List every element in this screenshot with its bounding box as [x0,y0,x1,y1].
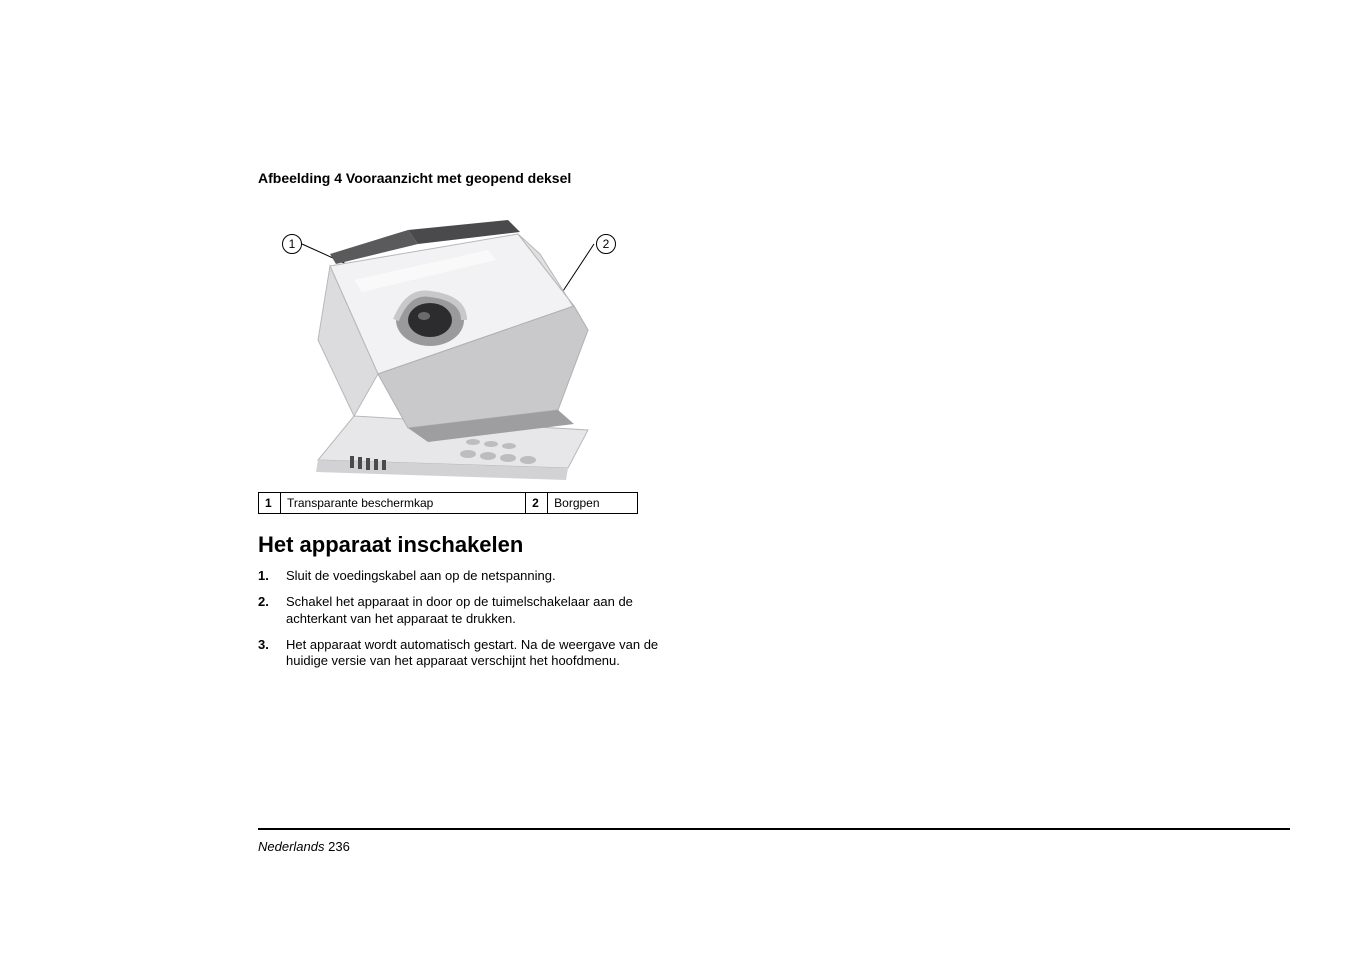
legend-num-2: 2 [526,493,548,514]
figure-caption: Afbeelding 4 Vooraanzicht met geopend de… [258,170,1290,186]
figure-wrap: 1 2 1 Transparante beschermkap 2 Borgpen [258,210,638,514]
list-item: Sluit de voedingskabel aan op de netspan… [258,568,678,584]
legend-label-2: Borgpen [548,493,638,514]
callout-1: 1 [282,234,302,254]
list-item: Het apparaat wordt automatisch gestart. … [258,637,678,670]
figure-legend-table: 1 Transparante beschermkap 2 Borgpen [258,492,638,514]
list-item: Schakel het apparaat in door op de tuime… [258,594,678,627]
footer-language: Nederlands [258,839,325,854]
figure-box: 1 2 [258,210,638,490]
device-illustration [258,210,638,490]
steps-list: Sluit de voedingskabel aan op de netspan… [258,568,678,669]
legend-label-1: Transparante beschermkap [281,493,526,514]
section-heading: Het apparaat inschakelen [258,532,1290,558]
footer-rule [258,828,1290,830]
table-row: 1 Transparante beschermkap 2 Borgpen [259,493,638,514]
legend-num-1: 1 [259,493,281,514]
document-page: Afbeelding 4 Vooraanzicht met geopend de… [0,0,1350,954]
page-footer: Nederlands 236 [258,839,350,854]
callout-2: 2 [596,234,616,254]
footer-page-number: 236 [328,839,350,854]
